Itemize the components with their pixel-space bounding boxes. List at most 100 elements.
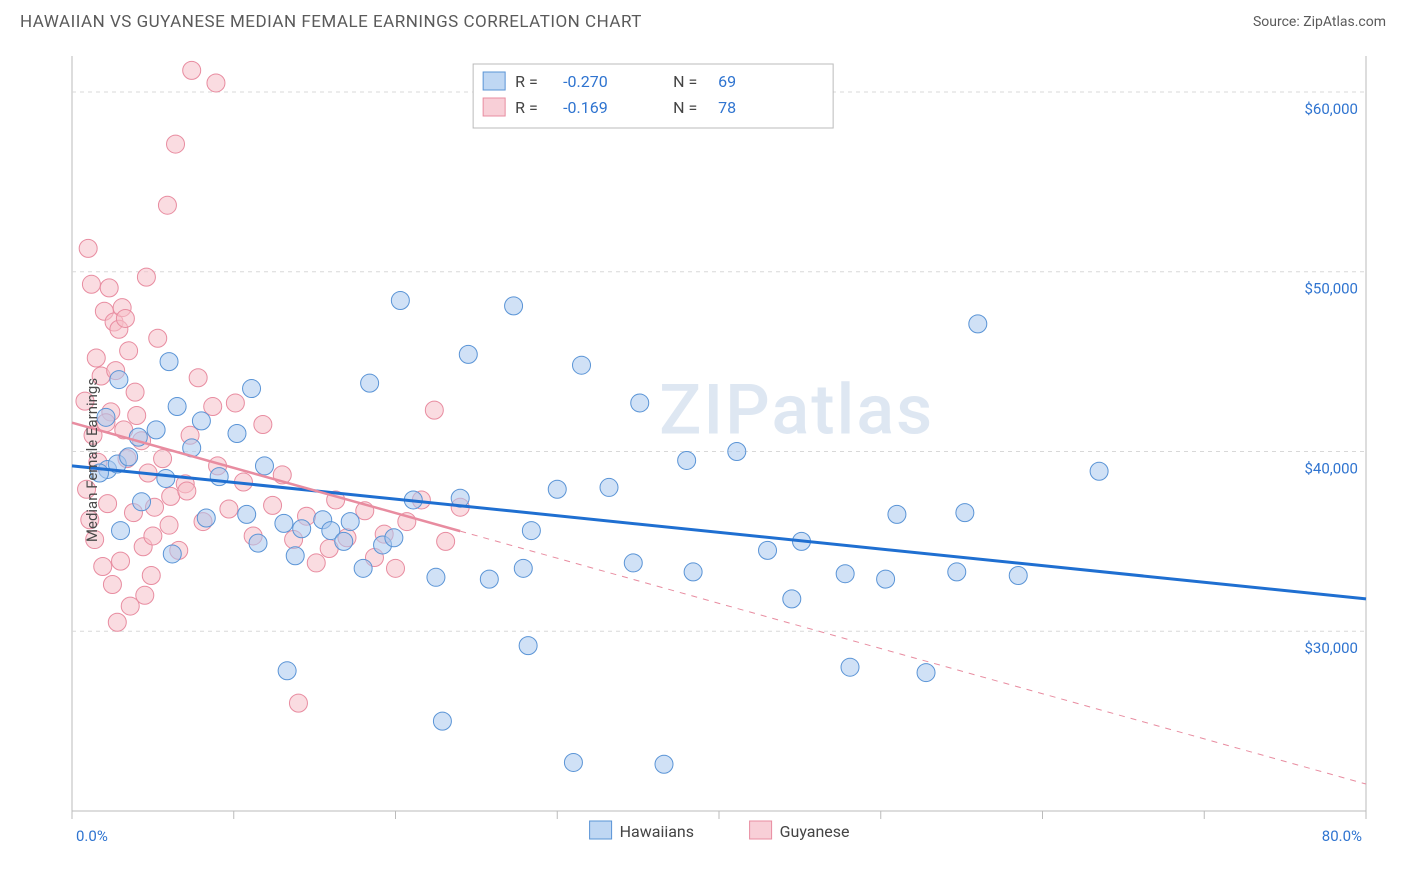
data-point	[226, 394, 244, 412]
data-point	[1090, 462, 1108, 480]
data-point	[133, 493, 151, 511]
data-point	[385, 529, 403, 547]
bottom-legend-swatch	[590, 821, 612, 839]
data-point	[87, 349, 105, 367]
data-point	[255, 457, 273, 475]
data-point	[522, 522, 540, 540]
data-point	[238, 505, 256, 523]
x-tick-label: 0.0%	[76, 827, 108, 845]
data-point	[142, 567, 160, 585]
data-point	[126, 383, 144, 401]
data-point	[160, 353, 178, 371]
bottom-legend-swatch	[750, 821, 772, 839]
data-point	[120, 342, 138, 360]
data-point	[354, 559, 372, 577]
legend-swatch	[483, 72, 505, 90]
data-point	[519, 637, 537, 655]
data-point	[100, 279, 118, 297]
data-point	[99, 495, 117, 513]
data-point	[289, 694, 307, 712]
data-point	[149, 329, 167, 347]
data-point	[678, 451, 696, 469]
trend-line-dashed	[460, 531, 1366, 784]
y-tick-label: $40,000	[1304, 459, 1358, 477]
data-point	[163, 545, 181, 563]
data-point	[631, 394, 649, 412]
data-point	[335, 532, 353, 550]
data-point	[361, 374, 379, 392]
watermark: ZIPatlas	[659, 370, 934, 452]
data-point	[243, 380, 261, 398]
legend-r-label: R =	[515, 98, 538, 117]
data-point	[427, 568, 445, 586]
data-point	[437, 532, 455, 550]
data-point	[286, 547, 304, 565]
data-point	[162, 487, 180, 505]
data-point	[160, 516, 178, 534]
data-point	[178, 482, 196, 500]
data-point	[888, 505, 906, 523]
data-point	[249, 534, 267, 552]
data-point	[137, 268, 155, 286]
data-point	[220, 500, 238, 518]
chart-container: Median Female Earnings $30,000$40,000$50…	[20, 50, 1386, 870]
data-point	[728, 442, 746, 460]
data-point	[192, 412, 210, 430]
data-point	[144, 527, 162, 545]
data-point	[307, 554, 325, 572]
data-point	[157, 469, 175, 487]
data-point	[480, 570, 498, 588]
data-point	[917, 664, 935, 682]
data-point	[759, 541, 777, 559]
data-point	[505, 297, 523, 315]
data-point	[158, 196, 176, 214]
data-point	[293, 520, 311, 538]
legend-n-value: 69	[718, 72, 736, 91]
y-axis-label: Median Female Earnings	[83, 378, 101, 542]
data-point	[877, 570, 895, 588]
legend-n-label: N =	[673, 98, 697, 117]
data-point	[254, 416, 272, 434]
data-point	[110, 371, 128, 389]
data-point	[514, 559, 532, 577]
data-point	[969, 315, 987, 333]
source-attribution: Source: ZipAtlas.com	[1253, 14, 1386, 30]
data-point	[79, 239, 97, 257]
data-point	[275, 514, 293, 532]
data-point	[82, 275, 100, 293]
y-tick-label: $60,000	[1304, 100, 1358, 118]
data-point	[600, 478, 618, 496]
data-point	[94, 558, 112, 576]
legend-n-label: N =	[673, 72, 697, 91]
data-point	[956, 504, 974, 522]
data-point	[684, 563, 702, 581]
data-point	[836, 565, 854, 583]
x-tick-label: 80.0%	[1322, 827, 1362, 845]
data-point	[948, 563, 966, 581]
data-point	[116, 309, 134, 327]
data-point	[783, 590, 801, 608]
data-point	[197, 509, 215, 527]
data-point	[548, 480, 566, 498]
data-point	[120, 448, 138, 466]
y-tick-label: $30,000	[1304, 639, 1358, 657]
data-point	[387, 559, 405, 577]
data-point	[136, 586, 154, 604]
chart-title: HAWAIIAN VS GUYANESE MEDIAN FEMALE EARNI…	[20, 12, 642, 32]
data-point	[147, 421, 165, 439]
data-point	[189, 369, 207, 387]
data-point	[112, 552, 130, 570]
data-point	[459, 345, 477, 363]
legend-n-value: 78	[718, 98, 736, 117]
data-point	[1009, 567, 1027, 585]
data-point	[425, 401, 443, 419]
data-point	[168, 398, 186, 416]
data-point	[183, 61, 201, 79]
legend-r-label: R =	[515, 72, 538, 91]
data-point	[204, 398, 222, 416]
data-point	[624, 554, 642, 572]
data-point	[112, 522, 130, 540]
legend-r-value: -0.270	[563, 72, 608, 91]
data-point	[564, 753, 582, 771]
data-point	[103, 576, 121, 594]
